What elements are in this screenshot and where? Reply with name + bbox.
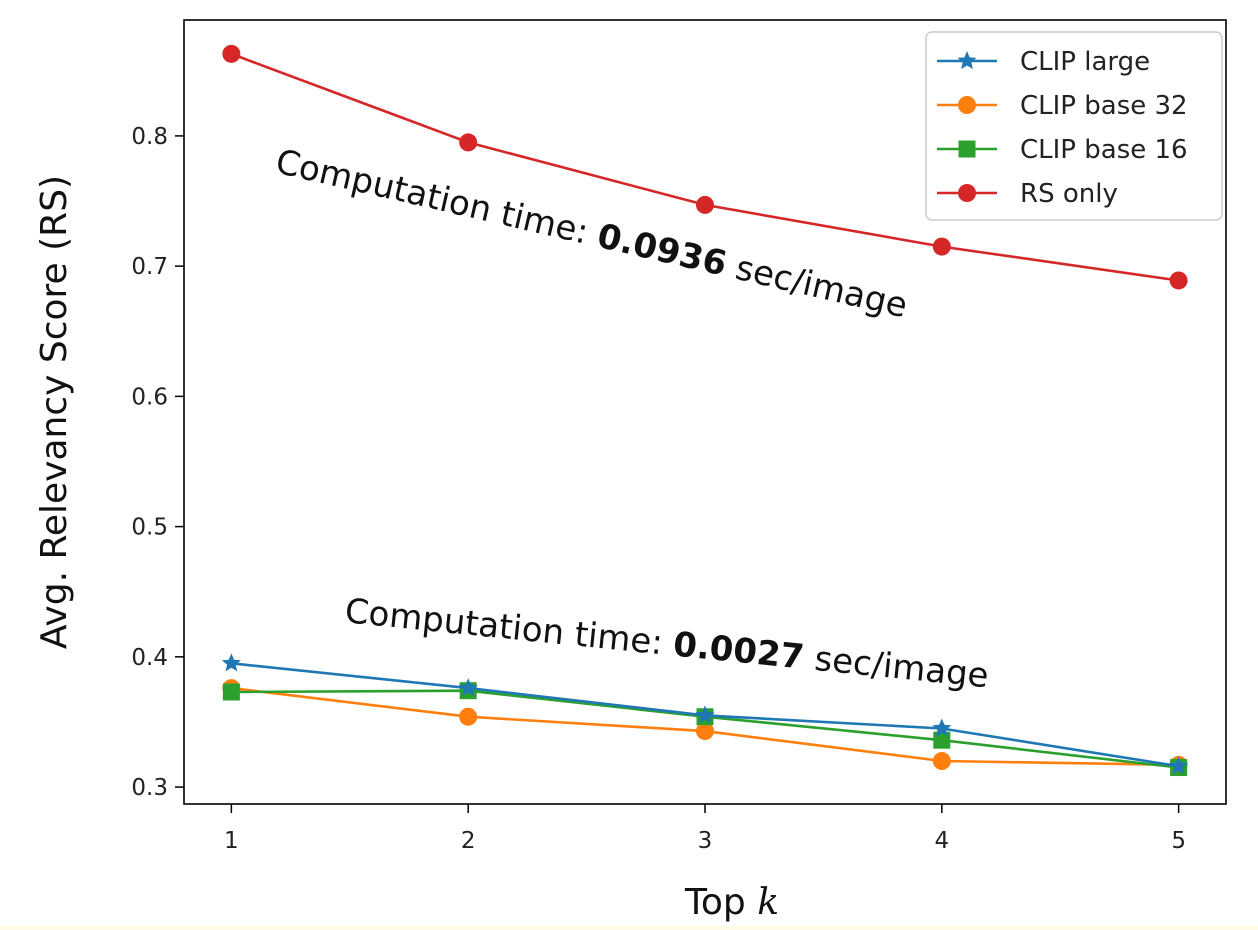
legend-label: CLIP base 32: [1020, 91, 1188, 121]
data-point-clip-base-32: [696, 722, 714, 741]
legend-entry-clip-base-16: CLIP base 16: [937, 135, 1188, 165]
series-clip-large: [221, 653, 1189, 775]
y-tick-label: 0.3: [131, 775, 168, 801]
series-rs-only: [222, 44, 1188, 290]
data-point-rs-only: [696, 195, 714, 214]
legend-marker: [957, 51, 977, 70]
y-tick-label: 0.5: [131, 515, 168, 541]
legend-marker: [958, 140, 976, 158]
data-point-clip-base-32: [932, 752, 951, 771]
legend-box: [925, 31, 1223, 221]
y-axis-ticks: 0.3 0.4 0.5 0.6 0.7 0.8: [131, 124, 184, 801]
data-point-clip-large: [1169, 756, 1189, 775]
y-tick-label: 0.8: [131, 124, 168, 150]
data-point-clip-large: [695, 705, 715, 724]
data-point-clip-large: [221, 653, 241, 672]
data-point-clip-large: [458, 678, 478, 697]
legend-label: RS only: [1020, 179, 1118, 209]
y-tick-label: 0.6: [131, 384, 168, 410]
data-point-clip-base-16: [222, 683, 240, 701]
legend-label: CLIP base 16: [1020, 135, 1188, 165]
legend-entry-clip-base-32: CLIP base 32: [937, 91, 1188, 121]
series-clip-base-32: [222, 679, 1188, 774]
legend-entry-rs-only: RS only: [937, 179, 1118, 209]
data-point-rs-only: [459, 133, 478, 152]
annotation-clip: Computation time: 0.0027 sec/image: [343, 591, 990, 696]
x-axis-ticks: 1 2 3 4 5: [224, 804, 1186, 854]
series-layer: [221, 44, 1189, 777]
legend-entries: CLIP large CLIP base 32 CLIP base 16 RS onl…: [937, 47, 1188, 209]
y-tick-label: 0.4: [131, 645, 168, 671]
data-point-rs-only: [222, 44, 241, 63]
legend: CLIP large CLIP base 32 CLIP base 16 RS onl…: [925, 31, 1223, 221]
annotation-rs-only: Computation time: 0.0936 sec/image: [272, 142, 911, 326]
legend-entry-clip-large: CLIP large: [937, 47, 1150, 77]
data-point-clip-base-16: [933, 731, 951, 749]
x-axis-label: Top k: [684, 882, 779, 923]
x-tick-label: 3: [698, 828, 713, 854]
data-point-clip-large: [932, 718, 952, 737]
data-point-rs-only: [932, 237, 951, 256]
x-tick-label: 2: [461, 828, 476, 854]
y-tick-label: 0.7: [131, 254, 168, 280]
x-tick-label: 4: [934, 828, 949, 854]
x-axis-label-prefix: Top: [684, 882, 746, 923]
x-axis-label-variable: k: [757, 882, 779, 923]
legend-marker: [958, 184, 976, 202]
x-tick-label: 5: [1171, 828, 1186, 854]
legend-marker: [958, 96, 976, 114]
footer-band: [0, 926, 1258, 930]
y-axis-label: Avg. Relevancy Score (RS): [34, 175, 75, 649]
data-point-rs-only: [1169, 271, 1188, 290]
data-point-clip-base-32: [459, 707, 478, 726]
x-tick-label: 1: [224, 828, 239, 854]
legend-label: CLIP large: [1020, 47, 1150, 77]
